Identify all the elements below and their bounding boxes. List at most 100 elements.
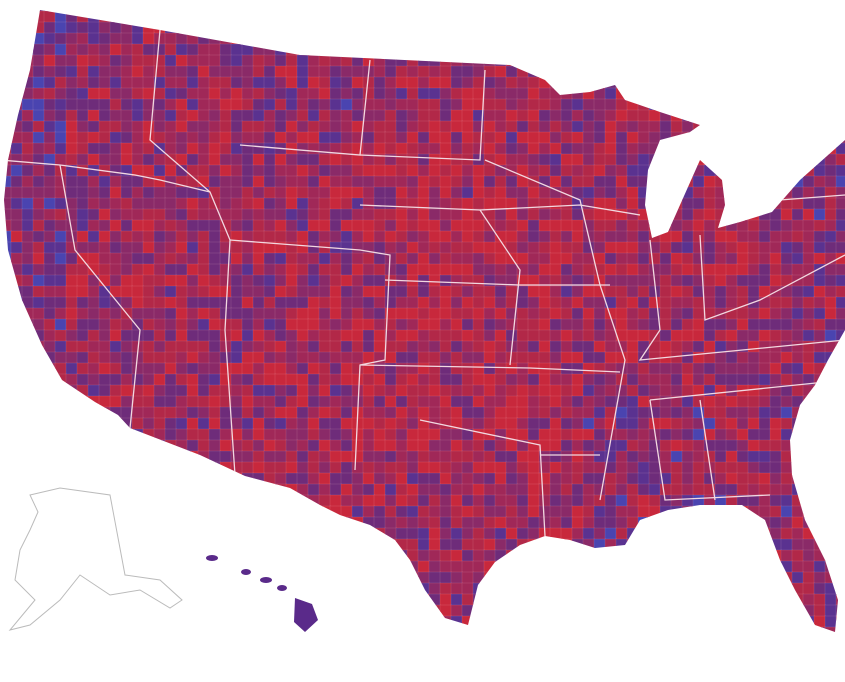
county-cell bbox=[274, 208, 287, 221]
county-cell bbox=[362, 296, 375, 309]
county-cell bbox=[4, 439, 12, 452]
county-cell bbox=[87, 230, 100, 243]
county-cell bbox=[21, 373, 34, 386]
county-cell bbox=[549, 230, 562, 243]
county-cell bbox=[780, 615, 793, 628]
county-cell bbox=[417, 175, 430, 188]
state-border bbox=[649, 379, 845, 401]
county-cell bbox=[32, 197, 45, 210]
county-cell bbox=[197, 428, 210, 441]
county-cell bbox=[835, 483, 845, 496]
county-cell bbox=[131, 318, 144, 331]
county-cell bbox=[384, 131, 397, 144]
county-cell bbox=[274, 340, 287, 353]
county-cell bbox=[824, 505, 837, 518]
county-cell bbox=[120, 549, 133, 562]
county-cell bbox=[285, 219, 298, 232]
county-cell bbox=[571, 164, 584, 177]
county-cell bbox=[670, 549, 683, 562]
county-cell bbox=[736, 186, 749, 199]
county-cell bbox=[461, 274, 474, 287]
county-cell bbox=[351, 582, 364, 595]
county-cell bbox=[439, 494, 452, 507]
county-cell bbox=[461, 626, 474, 632]
county-cell bbox=[769, 615, 782, 628]
county-cell bbox=[120, 615, 133, 628]
county-cell bbox=[714, 582, 727, 595]
county-cell bbox=[494, 252, 507, 265]
county-cell bbox=[65, 538, 78, 551]
county-cell bbox=[560, 582, 573, 595]
county-cell bbox=[230, 626, 243, 632]
county-cell bbox=[230, 593, 243, 606]
county-cell bbox=[175, 307, 188, 320]
county-cell bbox=[593, 131, 606, 144]
county-cell bbox=[252, 307, 265, 320]
county-cell bbox=[560, 10, 573, 23]
county-cell bbox=[615, 604, 628, 617]
county-cell bbox=[32, 43, 45, 56]
county-cell bbox=[516, 351, 529, 364]
county-cell bbox=[340, 373, 353, 386]
county-cell bbox=[395, 307, 408, 320]
county-cell bbox=[307, 549, 320, 562]
county-cell bbox=[637, 593, 650, 606]
county-cell bbox=[208, 527, 221, 540]
county-cell bbox=[681, 274, 694, 287]
county-cell bbox=[747, 340, 760, 353]
county-cell bbox=[351, 219, 364, 232]
county-cell bbox=[692, 483, 705, 496]
county-cell bbox=[560, 362, 573, 375]
county-cell bbox=[516, 10, 529, 12]
county-cell bbox=[736, 549, 749, 562]
county-cell bbox=[681, 428, 694, 441]
county-cell bbox=[692, 131, 705, 144]
county-cell bbox=[10, 43, 23, 56]
county-cell bbox=[164, 428, 177, 441]
county-cell bbox=[87, 241, 100, 254]
county-cell bbox=[626, 538, 639, 551]
county-cell bbox=[648, 10, 661, 12]
county-cell bbox=[824, 32, 837, 45]
county-cell bbox=[802, 76, 815, 89]
county-cell bbox=[703, 76, 716, 89]
county-cell bbox=[395, 230, 408, 243]
county-cell bbox=[582, 461, 595, 474]
county-cell bbox=[362, 384, 375, 397]
county-cell bbox=[406, 208, 419, 221]
county-cell bbox=[439, 21, 452, 34]
county-cell bbox=[505, 571, 518, 584]
county-cell bbox=[494, 197, 507, 210]
county-cell bbox=[76, 10, 89, 23]
county-cell bbox=[54, 516, 67, 529]
county-cell bbox=[373, 516, 386, 529]
county-cell bbox=[87, 32, 100, 45]
county-cell bbox=[450, 373, 463, 386]
county-cell bbox=[65, 626, 78, 632]
county-cell bbox=[230, 461, 243, 474]
county-cell bbox=[692, 505, 705, 518]
county-cell bbox=[516, 626, 529, 632]
county-cell bbox=[824, 164, 837, 177]
county-cell bbox=[593, 560, 606, 573]
county-cell bbox=[4, 98, 12, 111]
county-cell bbox=[428, 593, 441, 606]
county-cell bbox=[175, 626, 188, 632]
county-cell bbox=[65, 505, 78, 518]
county-cell bbox=[208, 483, 221, 496]
county-cell bbox=[54, 241, 67, 254]
county-cell bbox=[538, 186, 551, 199]
county-cell bbox=[241, 505, 254, 518]
county-cell bbox=[714, 197, 727, 210]
county-cell bbox=[351, 120, 364, 133]
county-cell bbox=[351, 307, 364, 320]
county-cell bbox=[461, 329, 474, 342]
county-cell bbox=[494, 263, 507, 276]
county-cell bbox=[98, 516, 111, 529]
county-cell bbox=[208, 153, 221, 166]
county-cell bbox=[813, 241, 826, 254]
county-cell bbox=[373, 505, 386, 518]
county-cell bbox=[472, 21, 485, 34]
county-cell bbox=[120, 230, 133, 243]
county-cell bbox=[10, 76, 23, 89]
